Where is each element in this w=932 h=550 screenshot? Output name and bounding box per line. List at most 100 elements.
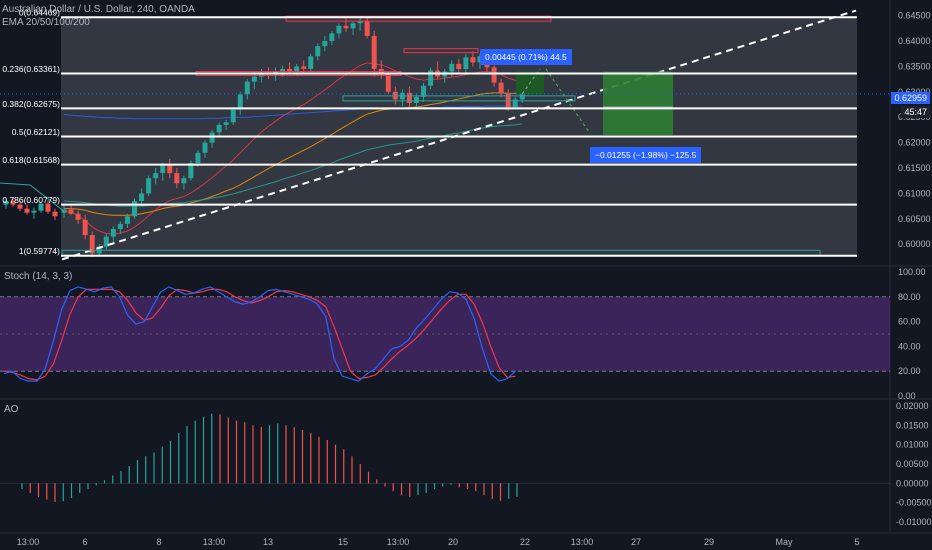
ema100-line bbox=[63, 123, 523, 207]
ema-lines bbox=[0, 62, 523, 235]
candle-body bbox=[244, 81, 250, 95]
stochastic-pane bbox=[0, 286, 890, 382]
stoch-axis-label: 0.00 bbox=[898, 391, 916, 401]
fib-level-label: 1(0.59774) bbox=[19, 246, 60, 256]
time-axis-label: 15 bbox=[338, 537, 348, 547]
current-price-tag: 0.62959 bbox=[891, 92, 930, 104]
candle-body bbox=[38, 203, 44, 211]
ao-axis-label: 0.01000 bbox=[896, 440, 929, 450]
fib-level-label: 0.5(0.62121) bbox=[12, 127, 60, 137]
candle-body bbox=[52, 211, 58, 217]
candle-body bbox=[223, 122, 229, 125]
candle-body bbox=[477, 56, 483, 63]
stoch-axis-label: 100.00 bbox=[898, 267, 926, 277]
candle-body bbox=[181, 178, 187, 184]
time-axis-label: 27 bbox=[631, 537, 641, 547]
candle-body bbox=[287, 68, 293, 72]
ao-axis-label: -0.01000 bbox=[896, 517, 932, 527]
candle-body bbox=[336, 25, 342, 34]
short-target-box bbox=[603, 71, 673, 135]
stoch-axis-label: 60.00 bbox=[898, 317, 921, 327]
candle-body bbox=[61, 209, 67, 213]
time-axis-label: 13:00 bbox=[17, 537, 40, 547]
candle-body bbox=[414, 96, 419, 103]
ema-legend[interactable]: EMA 20/50/100/200 bbox=[2, 17, 90, 28]
axes: 0.645000.640000.635000.630000.625000.620… bbox=[0, 11, 932, 547]
candle-body bbox=[146, 178, 152, 194]
candle-body bbox=[17, 204, 23, 209]
candle-body bbox=[449, 63, 455, 72]
ema100-line bbox=[0, 182, 65, 212]
fib-level-label: 0.382(0.62675) bbox=[2, 99, 60, 109]
candle-body bbox=[251, 76, 257, 82]
candle-body bbox=[117, 223, 123, 229]
candle-body bbox=[491, 67, 497, 83]
candle-body bbox=[512, 99, 518, 108]
price-axis-label: 0.61000 bbox=[898, 188, 931, 198]
time-axis-label: 22 bbox=[520, 537, 530, 547]
price-axis-label: 0.61500 bbox=[898, 163, 931, 173]
candle-body bbox=[188, 162, 194, 179]
fib-level-label: 0.618(0.61568) bbox=[2, 155, 60, 165]
candle-body bbox=[89, 235, 95, 254]
short-position-label[interactable]: −0.01255 (−1.98%) −125.5 bbox=[590, 147, 702, 163]
candle-body bbox=[470, 57, 476, 63]
price-axis-label: 0.63500 bbox=[898, 61, 931, 71]
candle-body bbox=[160, 165, 166, 174]
candle-body bbox=[364, 20, 370, 36]
drawings bbox=[0, 9, 890, 261]
candle-body bbox=[294, 66, 300, 72]
time-axis-label: 13 bbox=[263, 537, 273, 547]
symbol-title: Australian Dollar / U.S. Dollar, 240, OA… bbox=[2, 4, 195, 15]
stoch-k-line bbox=[3, 286, 516, 382]
stoch-axis-label: 40.00 bbox=[898, 341, 921, 351]
candle-body bbox=[31, 210, 37, 213]
candle-body bbox=[195, 152, 201, 163]
candle-body bbox=[406, 92, 412, 103]
ema20-line bbox=[63, 62, 523, 235]
candle-body bbox=[209, 132, 215, 143]
candle-body bbox=[103, 236, 109, 247]
fib-level-label: 0(0.64469) bbox=[19, 8, 60, 18]
candle-body bbox=[322, 41, 328, 47]
candle-body bbox=[82, 219, 88, 236]
candle-body bbox=[505, 92, 511, 108]
candle-body bbox=[132, 201, 137, 217]
time-axis-label: 29 bbox=[704, 537, 714, 547]
support-zone bbox=[342, 95, 576, 102]
time-axis-label: 13:00 bbox=[387, 537, 410, 547]
candle-body bbox=[258, 72, 264, 77]
candle-body bbox=[371, 35, 377, 69]
stoch-title[interactable]: Stoch (14, 3, 3) bbox=[4, 271, 73, 282]
stoch-axis-label: 20.00 bbox=[898, 366, 921, 376]
candle-body bbox=[45, 203, 51, 212]
resistance-zone bbox=[403, 48, 479, 54]
candle-body bbox=[75, 213, 81, 220]
candle-body bbox=[216, 124, 222, 133]
time-axis-label: 8 bbox=[156, 537, 161, 547]
long-position-label[interactable]: 0.00445 (0.71%) 44.5 bbox=[480, 49, 572, 65]
price-axis-label: 0.60000 bbox=[898, 239, 931, 249]
ao-axis-label: 0.02000 bbox=[896, 401, 929, 411]
ema200-line bbox=[63, 105, 523, 120]
candle-body bbox=[301, 66, 307, 69]
candle-body bbox=[315, 46, 321, 57]
price-axis-label: 0.64500 bbox=[898, 11, 931, 21]
candle-body bbox=[24, 208, 30, 213]
candle-body bbox=[167, 165, 173, 174]
fib-level-label: 0.236(0.63361) bbox=[2, 64, 60, 74]
candle-body bbox=[3, 201, 9, 205]
candle-body bbox=[237, 94, 243, 110]
ao-title[interactable]: AO bbox=[4, 404, 19, 415]
candle-body bbox=[456, 63, 462, 69]
price-axis-label: 0.63000 bbox=[898, 87, 931, 97]
stoch-axis-label: 80.00 bbox=[898, 292, 921, 302]
candle-body bbox=[10, 201, 16, 205]
trendline bbox=[61, 9, 857, 261]
candle-body bbox=[153, 173, 159, 179]
ao-axis-label: 0.00000 bbox=[896, 478, 929, 488]
candle-body bbox=[280, 68, 286, 72]
candle-body bbox=[385, 74, 391, 92]
ema50-line bbox=[64, 92, 523, 216]
fib-levels: 0(0.64469) 0.236(0.63361) 0.382(0.62675) 0.… bbox=[2, 8, 857, 257]
